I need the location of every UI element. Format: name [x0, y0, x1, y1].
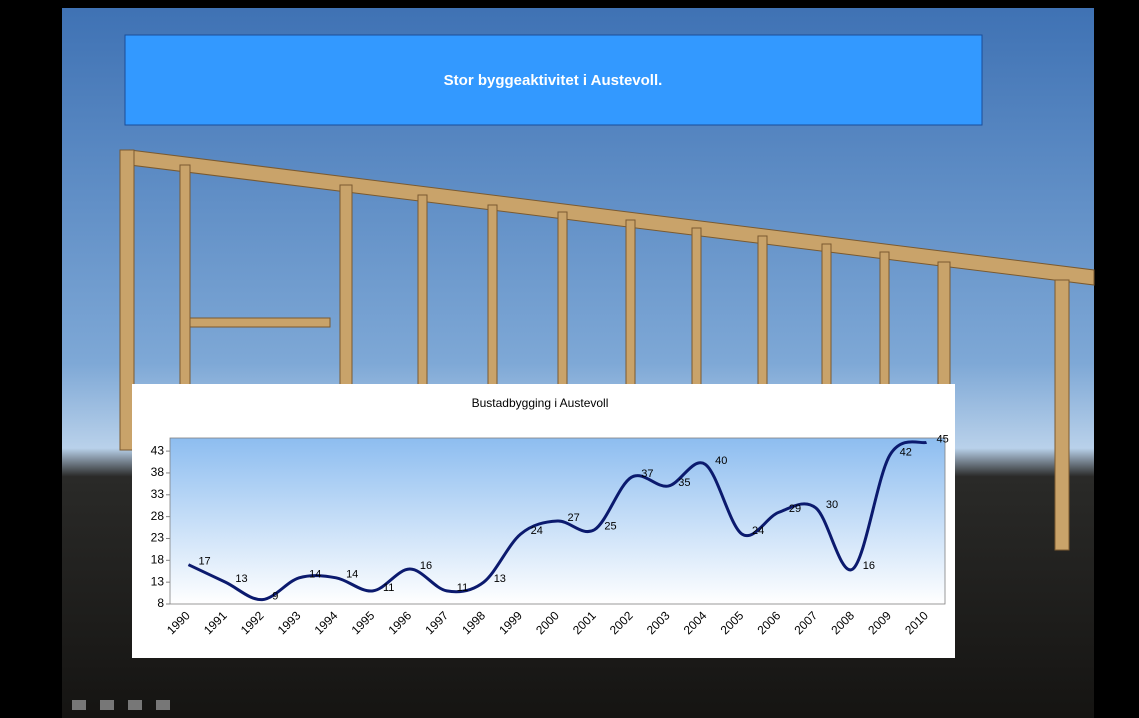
y-tick-label: 18	[151, 552, 165, 566]
data-label: 27	[568, 512, 580, 524]
title-box	[124, 34, 983, 126]
y-tick-label: 8	[157, 596, 164, 610]
data-label: 13	[235, 573, 247, 585]
data-label: 42	[900, 446, 912, 458]
line	[187, 440, 928, 602]
nav-icons	[72, 700, 170, 710]
y-tick-label: 28	[151, 509, 165, 523]
data-label: 13	[494, 573, 506, 585]
data-label: 11	[457, 582, 468, 594]
data-label: 30	[826, 499, 838, 511]
data-label: 16	[420, 560, 432, 572]
data-label: 45	[937, 433, 949, 445]
data-label: 25	[604, 521, 616, 533]
data-label: 29	[789, 503, 801, 515]
data-label: 40	[715, 455, 727, 467]
data-label: 11	[383, 582, 394, 594]
y-tick-label: 13	[151, 574, 165, 588]
data-label: 14	[346, 569, 358, 581]
data-label: 14	[309, 569, 321, 581]
y-tick-label: 23	[151, 531, 165, 545]
data-label: 17	[198, 556, 210, 568]
y-tick-label: 33	[151, 487, 165, 501]
data-label: 37	[641, 468, 653, 480]
data-label: 16	[863, 560, 875, 572]
y-tick-label: 43	[151, 443, 165, 457]
slide-title: Stor byggeaktivitet i Austevoll.	[444, 72, 663, 89]
chart-title: Bustadbygging i Austevoll	[472, 396, 609, 410]
data-label: 35	[678, 477, 690, 489]
y-tick-label: 38	[151, 465, 165, 479]
data-label: 24	[752, 525, 764, 537]
data-label: 9	[272, 591, 278, 603]
data-label: 24	[531, 525, 543, 537]
